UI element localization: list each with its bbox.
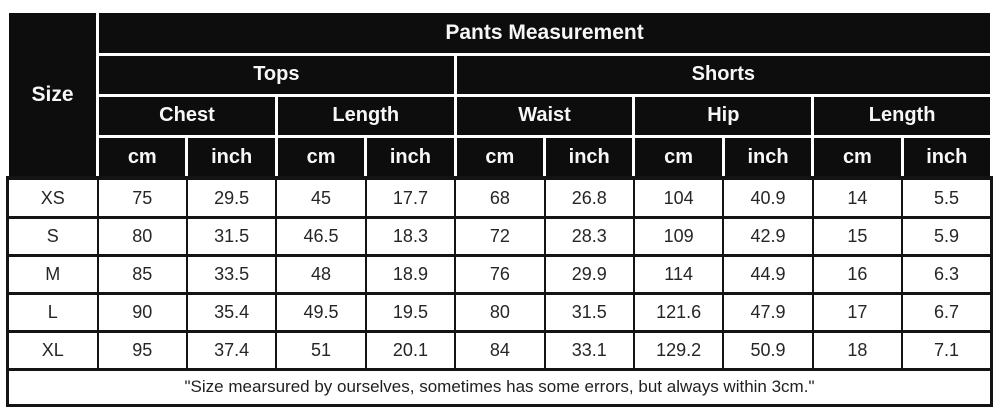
table-title: Pants Measurement <box>96 10 993 56</box>
value-cell: 48 <box>275 253 367 295</box>
measure-shorts-length-header: Length <box>811 93 993 138</box>
value-cell: 45 <box>275 176 367 219</box>
value-cell: 46.5 <box>275 215 367 257</box>
value-cell: 7.1 <box>901 329 993 371</box>
unit-header: inch <box>900 134 994 180</box>
value-cell: 18.3 <box>364 215 457 257</box>
value-cell: 80 <box>454 291 546 333</box>
group-shorts-header: Shorts <box>453 52 994 97</box>
value-cell: 18 <box>811 329 904 371</box>
table-row: XL 95 37.4 51 20.1 84 33.1 129.2 50.9 18… <box>6 329 993 371</box>
value-cell: 80 <box>96 215 188 257</box>
value-cell: 85 <box>96 253 188 295</box>
value-cell: 121.6 <box>632 291 725 333</box>
header-row-title: Size Pants Measurement <box>5 10 993 180</box>
value-cell: 5.9 <box>901 215 993 257</box>
unit-header: cm <box>96 134 189 180</box>
unit-header: inch <box>364 134 457 180</box>
value-cell: 18.9 <box>364 253 457 295</box>
size-cell: M <box>6 253 99 295</box>
value-cell: 109 <box>632 215 725 257</box>
unit-header: inch <box>543 134 636 180</box>
value-cell: 72 <box>454 215 546 257</box>
value-cell: 44.9 <box>722 253 814 295</box>
value-cell: 35.4 <box>185 291 278 333</box>
value-cell: 90 <box>96 291 188 333</box>
value-cell: 47.9 <box>722 291 814 333</box>
value-cell: 15 <box>811 215 904 257</box>
unit-header: cm <box>811 134 904 180</box>
measure-chest-header: Chest <box>96 93 278 138</box>
value-cell: 114 <box>632 253 725 295</box>
value-cell: 31.5 <box>185 215 278 257</box>
value-cell: 26.8 <box>543 176 635 219</box>
header-row-groups: Tops Shorts <box>8 52 994 97</box>
value-cell: 75 <box>96 176 188 219</box>
value-cell: 28.3 <box>543 215 635 257</box>
value-cell: 16 <box>811 253 904 295</box>
value-cell: 33.1 <box>543 329 635 371</box>
value-cell: 84 <box>454 329 546 371</box>
value-cell: 20.1 <box>364 329 457 371</box>
value-cell: 31.5 <box>543 291 635 333</box>
value-cell: 37.4 <box>185 329 278 371</box>
size-cell: XS <box>6 176 99 219</box>
table-row: M 85 33.5 48 18.9 76 29.9 114 44.9 16 6.… <box>6 253 993 295</box>
size-cell: S <box>6 215 99 257</box>
value-cell: 50.9 <box>722 329 814 371</box>
measure-hip-header: Hip <box>632 93 815 138</box>
value-cell: 5.5 <box>901 176 993 219</box>
value-cell: 6.3 <box>901 253 993 295</box>
value-cell: 40.9 <box>722 176 814 219</box>
unit-header: inch <box>721 134 815 180</box>
size-chart: Size Pants Measurement Tops Shorts Chest… <box>5 10 994 408</box>
table-row: XS 75 29.5 45 17.7 68 26.8 104 40.9 14 5… <box>6 176 993 219</box>
header-row-measures: Chest Length Waist Hip Length <box>8 93 993 138</box>
value-cell: 129.2 <box>632 329 725 371</box>
value-cell: 29.5 <box>185 176 278 219</box>
table-row: L 90 35.4 49.5 19.5 80 31.5 121.6 47.9 1… <box>6 291 993 333</box>
value-cell: 6.7 <box>901 291 993 333</box>
footnote-text: "Size mearsured by ourselves, sometimes … <box>6 367 993 408</box>
value-cell: 104 <box>632 176 725 219</box>
value-cell: 95 <box>96 329 188 371</box>
footnote-row: "Size mearsured by ourselves, sometimes … <box>6 367 993 408</box>
value-cell: 51 <box>275 329 367 371</box>
unit-header: cm <box>453 134 547 180</box>
group-tops-header: Tops <box>96 52 457 97</box>
value-cell: 49.5 <box>275 291 367 333</box>
header-row-units: cm inch cm inch cm inch cm inch cm inch <box>8 134 994 180</box>
value-cell: 42.9 <box>722 215 814 257</box>
value-cell: 14 <box>811 176 904 219</box>
value-cell: 33.5 <box>185 253 278 295</box>
value-cell: 19.5 <box>364 291 457 333</box>
measure-waist-header: Waist <box>453 93 636 138</box>
value-cell: 68 <box>454 176 546 219</box>
size-chart-table: Size Pants Measurement Tops Shorts Chest… <box>5 10 994 408</box>
unit-header: cm <box>632 134 725 180</box>
value-cell: 17 <box>811 291 904 333</box>
table-row: S 80 31.5 46.5 18.3 72 28.3 109 42.9 15 … <box>6 215 993 257</box>
size-column-header: Size <box>5 10 100 180</box>
size-cell: L <box>6 291 99 333</box>
measure-tops-length-header: Length <box>274 93 457 138</box>
size-cell: XL <box>6 329 99 371</box>
value-cell: 76 <box>454 253 546 295</box>
value-cell: 17.7 <box>364 176 457 219</box>
unit-header: inch <box>185 134 278 180</box>
value-cell: 29.9 <box>543 253 635 295</box>
unit-header: cm <box>274 134 368 180</box>
